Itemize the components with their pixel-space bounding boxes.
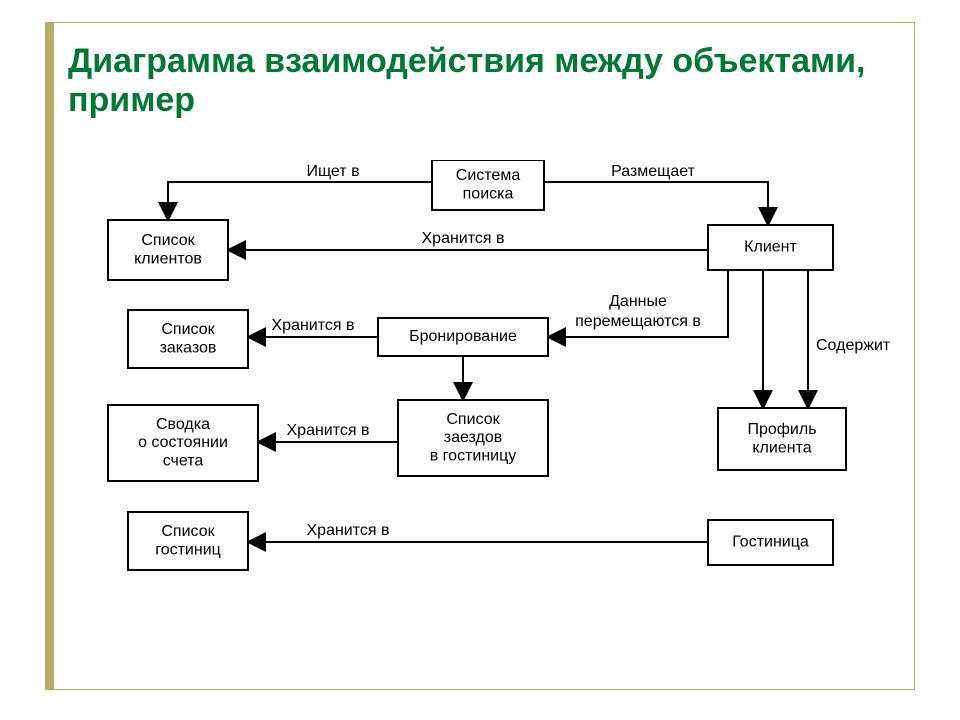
- svg-text:Ищет в: Ищет в: [306, 163, 359, 180]
- svg-text:клиента: клиента: [752, 439, 811, 456]
- svg-text:Список: Список: [161, 321, 215, 338]
- interaction-diagram: Ищет в Размещает Хранится в Хранится в Данны…: [68, 160, 898, 590]
- slide: Диаграмма взаимодействия между объектами…: [0, 0, 960, 720]
- svg-text:Клиент: Клиент: [744, 239, 797, 256]
- svg-text:перемещаются в: перемещаются в: [575, 313, 701, 330]
- svg-text:Хранится в: Хранится в: [287, 422, 370, 439]
- svg-text:Список: Список: [161, 523, 215, 540]
- page-title: Диаграмма взаимодействия между объектами…: [68, 42, 898, 120]
- accent-bar: [45, 22, 54, 690]
- svg-text:гостиниц: гостиниц: [155, 541, 221, 558]
- svg-text:Бронирование: Бронирование: [409, 328, 517, 345]
- svg-text:Данные: Данные: [609, 293, 667, 310]
- svg-text:Хранится в: Хранится в: [307, 522, 390, 539]
- svg-text:Система: Система: [456, 167, 521, 184]
- svg-text:в гостиницу: в гостиницу: [430, 448, 517, 465]
- svg-text:Содержит: Содержит: [816, 337, 891, 354]
- svg-text:Гостиница: Гостиница: [732, 534, 809, 551]
- svg-text:Хранится в: Хранится в: [272, 317, 355, 334]
- svg-text:Хранится в: Хранится в: [422, 230, 505, 247]
- svg-text:Список: Список: [141, 232, 195, 249]
- svg-text:о состоянии: о состоянии: [138, 434, 228, 451]
- svg-text:Размещает: Размещает: [611, 163, 696, 180]
- svg-text:клиентов: клиентов: [134, 250, 202, 267]
- svg-text:Профиль: Профиль: [747, 421, 816, 438]
- svg-text:счета: счета: [163, 453, 204, 470]
- svg-text:заездов: заездов: [444, 429, 503, 446]
- svg-text:заказов: заказов: [160, 339, 217, 356]
- svg-text:Список: Список: [446, 411, 500, 428]
- svg-text:Сводка: Сводка: [156, 416, 210, 433]
- svg-text:поиска: поиска: [463, 185, 514, 202]
